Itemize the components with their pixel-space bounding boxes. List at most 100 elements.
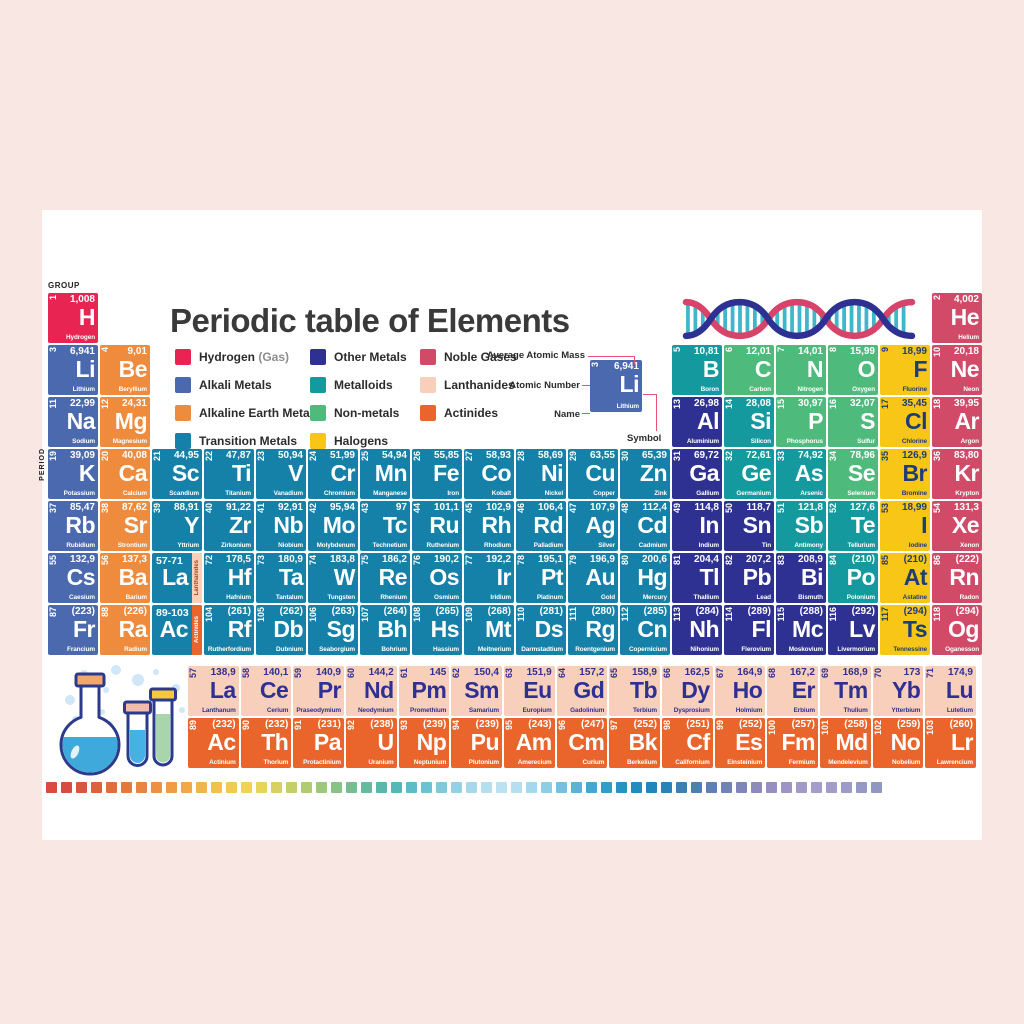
element-symbol: Ti (231, 460, 252, 486)
element-name: Oganesson (945, 645, 979, 653)
element-cell-K: 19 39,09 K Potassium (48, 449, 98, 499)
element-cell-Ti: 22 47,87 Ti Titanium (204, 449, 254, 499)
element-symbol: Np (416, 729, 447, 755)
element-symbol: Ds (534, 616, 564, 642)
element-name: Flerovium (741, 645, 771, 653)
atomic-mass: 121,8 (797, 502, 823, 513)
atomic-number: 60 (346, 668, 356, 679)
atomic-mass: 137,3 (121, 554, 147, 565)
element-symbol: S (860, 408, 875, 434)
element-symbol: Sn (742, 512, 772, 538)
element-symbol: Tb (629, 677, 658, 703)
element-name: Tellurium (847, 541, 875, 549)
element-symbol: Sb (794, 512, 824, 538)
element-cell-Sc: 21 44,95 Sc Scandium (152, 449, 202, 499)
element-name: Livermorium (837, 645, 875, 653)
element-name: Copper (593, 489, 615, 497)
element-cell-Rn: 86 (222) Rn Radon (932, 553, 982, 603)
element-cell-Pa: 91 (231) Pa Protactinium (293, 718, 344, 768)
element-symbol: Os (429, 564, 459, 590)
element-symbol: Cl (905, 408, 928, 434)
legend-column: Noble Gases Lanthanides Actinides (420, 348, 517, 421)
element-name: Osmium (434, 593, 459, 601)
atomic-number: 67 (714, 668, 725, 679)
element-name: Aluminium (686, 437, 719, 445)
element-name: Iodine (908, 541, 927, 549)
element-cell-Be: 4 9,01 Be Beryllium (100, 345, 150, 395)
atomic-mass: 91,22 (225, 502, 251, 513)
atomic-mass: 39,95 (953, 398, 979, 409)
element-symbol: Rg (585, 616, 615, 642)
element-symbol: K (78, 460, 96, 486)
element-name: Einsteinium (727, 758, 763, 766)
atomic-mass: 132,9 (69, 554, 95, 565)
element-name: Lithium (72, 385, 95, 393)
element-name: Lutetium (946, 706, 973, 714)
element-cell-Sg: 106 (263) Sg Seaborgium (308, 605, 358, 655)
element-name: Dysprosium (673, 706, 710, 714)
element-name: Bromine (901, 489, 927, 497)
element-symbol: Bk (628, 729, 658, 755)
element-name: Berkelium (626, 758, 657, 766)
legend-swatch (310, 376, 326, 393)
atomic-mass: (232) (264, 719, 289, 730)
element-symbol: Mg (114, 408, 148, 434)
atomic-number: 19 (48, 451, 58, 462)
atomic-mass: (239) (422, 719, 447, 730)
element-name: Amerecium (517, 758, 552, 766)
atomic-number: 41 (256, 503, 266, 514)
atomic-mass: 164,9 (737, 667, 763, 678)
atomic-mass: 6,941 (69, 346, 95, 357)
rainbow-strip-square (541, 782, 552, 793)
atomic-mass: (281) (539, 606, 563, 617)
element-name: Erbium (793, 706, 816, 714)
atomic-mass: (264) (383, 606, 407, 617)
atomic-number: 98 (662, 720, 672, 731)
atomic-mass: (252) (738, 719, 763, 730)
element-cell-Mt: 109 (268) Mt Meitnerium (464, 605, 514, 655)
element-symbol: Be (118, 356, 148, 382)
element-cell-Tm: 69 168,9 Tm Thulium (820, 666, 871, 716)
element-symbol: Ra (118, 616, 148, 642)
element-cell-Zr: 40 91,22 Zr Zirkonium (204, 501, 254, 551)
element-symbol: Yb (891, 677, 921, 703)
atomic-mass: 72,61 (745, 450, 771, 461)
atomic-number: 116 (828, 607, 838, 622)
annotation-line-name (582, 413, 590, 414)
element-name: Scandium (169, 489, 199, 497)
element-cell-In: 49 114,8 In Indium (672, 501, 722, 551)
rainbow-strip-square (631, 782, 642, 793)
element-symbol: Nd (363, 677, 394, 703)
element-symbol: Mt (485, 616, 511, 642)
element-symbol: Ne (950, 356, 980, 382)
element-symbol: Dy (681, 677, 710, 703)
element-symbol: No (890, 729, 921, 755)
element-name: Manganese (373, 489, 407, 497)
element-cell-Er: 68 167,2 Er Erbium (767, 666, 818, 716)
element-name: Hafnium (226, 593, 251, 601)
atomic-number: 73 (256, 555, 266, 566)
atomic-mass: (223) (71, 606, 95, 617)
element-cell-S: 16 32,07 S Sulfur (828, 397, 878, 447)
element-name: Lead (756, 593, 771, 601)
element-name: Sulfur (857, 437, 875, 445)
element-name: Tin (761, 541, 771, 549)
rainbow-strip-square (736, 782, 747, 793)
element-name: Rubidium (66, 541, 95, 549)
atomic-number: 9 (880, 347, 890, 353)
atomic-number: 72 (204, 555, 214, 566)
element-symbol: Kr (954, 460, 979, 486)
rainbow-strip-square (556, 782, 567, 793)
atomic-mass: (265) (435, 606, 459, 617)
atomic-number: 37 (48, 503, 58, 514)
element-name: Francium (67, 645, 95, 653)
atomic-mass: 51,99 (329, 450, 355, 461)
element-symbol: Ag (585, 512, 615, 538)
atomic-number: 20 (100, 451, 110, 462)
rainbow-strip-square (196, 782, 207, 793)
element-symbol: Al (697, 408, 720, 434)
element-name: Dubnium (276, 645, 303, 653)
element-symbol: Fl (751, 616, 772, 642)
atomic-number: 4 (100, 347, 110, 353)
element-symbol: Te (850, 512, 876, 538)
